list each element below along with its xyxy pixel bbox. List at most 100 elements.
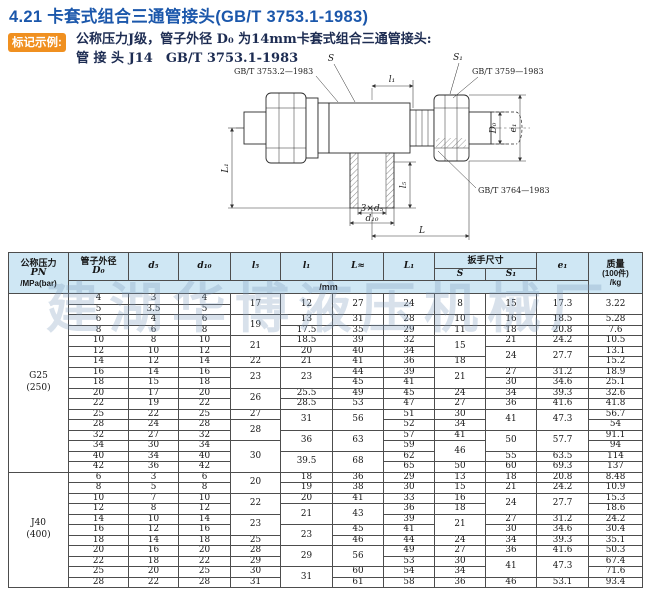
spec-cell: 29 — [383, 324, 435, 336]
spec-cell: 28 — [68, 576, 129, 588]
header-e1: e₁ — [536, 252, 590, 281]
spec-cell: 31 — [332, 314, 384, 326]
spec-cell: 39.3 — [536, 534, 590, 546]
spec-cell: 8.48 — [588, 471, 644, 483]
example-line1: 公称压力J级，管子外径 D₀ 为14mm卡套式组合三通管接头: — [76, 32, 432, 47]
spec-cell: 10 — [128, 513, 179, 525]
spec-cell: 3 — [128, 471, 179, 483]
spec-cell: 27 — [484, 513, 538, 525]
spec-cell: 11 — [434, 324, 486, 336]
spec-cell: 65 — [383, 461, 435, 473]
spec-cell: 40 — [332, 345, 384, 357]
table-row: 32 27 32 36 63 57 41 50 57.7 91.1 — [9, 429, 644, 452]
spec-cell: 8 — [434, 293, 486, 315]
spec-cell: 15 — [434, 482, 486, 494]
spec-cell: 27 — [332, 293, 384, 315]
spec-cell: 5 — [128, 482, 179, 494]
table-row: 10 7 10 22 20 41 33 16 24 27.7 15.3 — [9, 492, 644, 515]
spec-cell: 36 — [128, 461, 179, 473]
spec-cell: 16 — [434, 492, 486, 504]
spec-cell: 20.8 — [536, 324, 590, 336]
spec-cell: 32 — [68, 429, 129, 441]
spec-cell: 20 — [230, 471, 281, 494]
header-S1: S₁ — [484, 268, 538, 281]
spec-cell: 39 — [332, 335, 384, 347]
spec-cell: 18.9 — [588, 366, 644, 378]
spec-cell: 28 — [230, 419, 281, 441]
spec-cell: 16 — [128, 545, 179, 557]
spec-cell: 29 — [280, 545, 333, 567]
spec-cell: 22 — [178, 398, 231, 410]
spec-cell: 35 — [332, 324, 384, 336]
spec-cell: 22 — [128, 408, 179, 420]
header-pressure: 公称压力 PN /MPa(bar) — [8, 252, 69, 294]
table-row: 22 19 22 28.5 53 47 27 36 41.6 41.8 — [9, 398, 644, 410]
spec-cell: 71.6 — [588, 566, 644, 578]
spec-cell: 67.4 — [588, 555, 644, 567]
pn-code: G25 — [29, 371, 48, 382]
dim-d0-label: D₀ — [489, 122, 499, 134]
spec-cell: 15 — [434, 335, 486, 357]
spec-cell: 41 — [484, 555, 538, 578]
spec-cell: 21 — [280, 356, 333, 368]
spec-cell: 21 — [484, 335, 538, 347]
spec-cell: 16 — [68, 366, 129, 378]
spec-cell: 32 — [178, 429, 231, 441]
spec-cell: 34.6 — [536, 524, 590, 536]
spec-cell: 15 — [128, 377, 179, 389]
spec-cell: 60 — [332, 566, 384, 578]
spec-cell: 18 — [128, 555, 179, 567]
spec-cell: 5.28 — [588, 314, 644, 326]
spec-cell: 39.3 — [536, 387, 590, 399]
dim-l1-label: l₁ — [389, 75, 396, 85]
spec-cell: 13.1 — [588, 345, 644, 357]
spec-cell: 12 — [128, 356, 179, 368]
spec-cell: 8 — [178, 482, 231, 494]
spec-cell: 18 — [178, 377, 231, 389]
spec-cell: 41.8 — [588, 398, 644, 410]
spec-cell: 18.5 — [536, 314, 590, 326]
spec-cell: 36 — [484, 545, 538, 557]
spec-cell: 24 — [128, 419, 179, 431]
spec-cell: 50 — [434, 461, 486, 473]
spec-cell: 34.6 — [536, 377, 590, 389]
spec-cell: 33 — [383, 492, 435, 504]
spec-cell: 50.3 — [588, 545, 644, 557]
spec-cell: 22 — [128, 576, 179, 588]
spec-cell: 24 — [484, 492, 538, 515]
spec-cell: 12 — [280, 293, 333, 315]
spec-cell: 18 — [484, 471, 538, 483]
spec-cell: 27 — [434, 398, 486, 410]
header-mass: 质量 (100件) /kg — [588, 252, 644, 294]
spec-cell: 17.5 — [280, 324, 333, 336]
spec-cell: 39 — [383, 513, 435, 525]
spec-cell: 44 — [332, 366, 384, 378]
spec-cell: 8 — [68, 482, 129, 494]
spec-cell: 8 — [68, 324, 129, 336]
spec-table: 公称压力 PN /MPa(bar) 管子外径 D₀ d₅ d₁₀ l₅ l₁ L… — [8, 252, 644, 588]
table-row: 6 4 6 19 13 31 28 10 16 18.5 5.28 — [9, 314, 644, 336]
spec-cell: 24 — [484, 345, 538, 368]
spec-cell: 31 — [230, 576, 281, 588]
spec-cell: 15 — [484, 293, 538, 315]
spec-cell: 18 — [434, 356, 486, 368]
header-wrench: 扳手尺寸 — [433, 252, 538, 269]
spec-cell: 24.2 — [588, 513, 644, 525]
spec-cell: 49 — [383, 545, 435, 557]
spec-cell: 53 — [332, 398, 384, 410]
spec-cell: 137 — [588, 461, 644, 473]
table-body: G25 (250) 4 3 4 17 12 27 24 8 15 17.3 3.22 5 3.5 5 6 4 6 19… — [8, 293, 644, 588]
spec-cell: 30 — [434, 408, 486, 420]
spec-cell: 3 — [128, 293, 179, 305]
table-row: 28 22 28 31 61 58 36 46 53.1 93.4 — [9, 576, 644, 588]
spec-cell: 61 — [332, 576, 384, 588]
spec-cell: 46 — [332, 534, 384, 546]
spec-cell: 30 — [383, 482, 435, 494]
spec-cell: 94 — [588, 440, 644, 452]
spec-cell: 24 — [434, 534, 486, 546]
spec-cell: 27 — [128, 429, 179, 441]
spec-cell: 6 — [68, 314, 129, 326]
spec-cell: 18 — [178, 534, 231, 546]
pressure-class-cell: J40 (400) — [8, 471, 69, 588]
spec-cell: 23 — [280, 524, 333, 546]
